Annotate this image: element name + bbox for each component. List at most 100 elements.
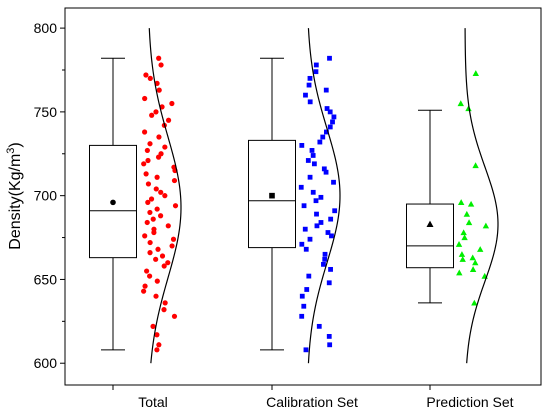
data-point <box>157 213 164 219</box>
data-point <box>172 203 179 209</box>
data-point <box>324 106 330 111</box>
data-point <box>148 196 155 202</box>
data-point <box>467 200 475 207</box>
data-point <box>154 174 160 180</box>
data-point <box>323 87 329 93</box>
data-point <box>461 234 468 241</box>
y-tick-label: 600 <box>34 355 58 371</box>
data-point <box>326 334 332 339</box>
x-axis: Total Calibration Set Prediction Set <box>112 385 514 410</box>
data-point <box>311 161 317 167</box>
data-point <box>457 199 465 205</box>
data-point <box>171 313 178 319</box>
data-point <box>314 211 319 217</box>
data-point <box>310 153 316 158</box>
data-point <box>307 174 313 180</box>
data-point <box>471 299 478 306</box>
data-points <box>298 55 338 353</box>
data-point <box>331 114 337 120</box>
data-point <box>463 210 471 217</box>
data-point <box>145 199 151 205</box>
data-point <box>153 293 159 299</box>
data-point <box>153 186 159 192</box>
data-point <box>327 55 332 61</box>
data-point <box>142 283 148 289</box>
distribution-curve <box>464 28 499 364</box>
data-point <box>158 189 164 195</box>
data-point <box>145 157 151 164</box>
data-point <box>144 268 150 274</box>
data-point <box>162 193 168 199</box>
data-points <box>141 55 179 353</box>
data-point <box>158 62 164 68</box>
data-point <box>171 177 178 184</box>
data-point <box>304 287 310 292</box>
data-point <box>472 70 479 76</box>
data-point <box>143 171 149 177</box>
data-point <box>457 100 464 107</box>
distribution-curve <box>307 28 341 364</box>
data-point <box>472 162 479 169</box>
data-point <box>327 109 333 115</box>
data-point <box>313 198 319 204</box>
data-point <box>329 233 334 239</box>
data-point <box>154 332 160 338</box>
data-point <box>298 184 304 190</box>
data-point <box>147 239 153 246</box>
data-point <box>156 342 162 348</box>
mean-marker <box>110 199 116 206</box>
data-point <box>320 134 326 140</box>
data-point <box>322 256 328 262</box>
data-point <box>144 147 150 154</box>
group-calibration-set <box>248 28 341 364</box>
data-point <box>299 142 305 148</box>
data-point <box>332 208 338 214</box>
data-points <box>455 70 490 306</box>
data-point <box>301 203 307 209</box>
data-point <box>143 72 149 78</box>
data-point <box>154 347 160 353</box>
box-iqr <box>406 203 454 269</box>
data-point <box>155 154 162 160</box>
data-point <box>154 278 160 284</box>
data-point <box>306 82 312 88</box>
data-point <box>331 179 336 185</box>
data-point <box>142 95 148 102</box>
data-point <box>324 129 329 135</box>
data-point <box>147 209 153 216</box>
data-point <box>309 148 315 153</box>
plot-frame <box>64 7 542 386</box>
data-point <box>141 288 147 294</box>
data-point <box>455 241 463 247</box>
data-point <box>316 323 322 329</box>
data-point <box>161 263 167 269</box>
data-point <box>322 251 328 257</box>
data-point <box>169 243 175 249</box>
data-point <box>301 303 307 309</box>
data-point <box>327 342 333 348</box>
data-point <box>147 75 153 81</box>
data-point <box>302 226 308 232</box>
mean-marker <box>426 220 434 227</box>
data-point <box>147 273 153 279</box>
data-point <box>156 55 162 61</box>
data-point <box>323 169 329 175</box>
data-point <box>313 62 319 68</box>
data-point <box>141 161 147 167</box>
data-point <box>465 105 472 112</box>
data-point <box>317 139 323 145</box>
x-tick-label: Calibration Set <box>266 394 358 410</box>
data-point <box>303 92 308 98</box>
y-tick-label: 650 <box>34 271 58 287</box>
data-point <box>169 100 175 107</box>
data-point <box>327 124 333 130</box>
data-point <box>325 230 331 235</box>
group-total <box>89 28 182 364</box>
data-point <box>326 280 332 286</box>
data-point <box>159 253 166 259</box>
data-point <box>307 236 313 242</box>
data-point <box>472 259 479 266</box>
data-point <box>305 158 311 163</box>
data-point <box>313 69 319 75</box>
